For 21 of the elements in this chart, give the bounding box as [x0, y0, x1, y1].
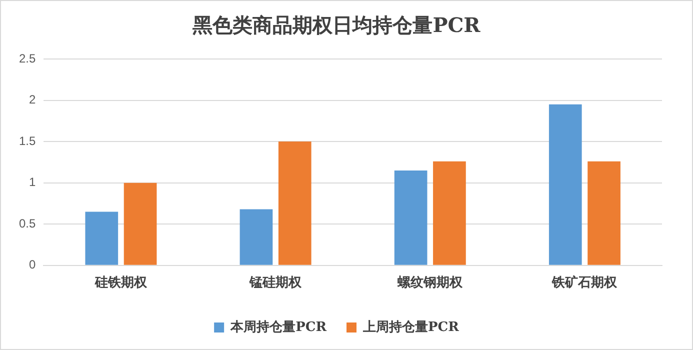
bar [85, 212, 118, 265]
y-tick-label: 1 [28, 175, 36, 190]
bar [124, 182, 157, 265]
x-tick-label: 硅铁期权 [94, 276, 148, 291]
bar [240, 209, 273, 265]
bar [278, 142, 312, 265]
bar [394, 170, 428, 265]
y-tick-label: 2 [28, 92, 36, 107]
x-tick-label: 铁矿石期权 [551, 274, 618, 291]
bar [588, 161, 620, 265]
x-tick-label: 锰硅期权 [248, 276, 303, 291]
bar [548, 104, 582, 265]
x-tick-label: 螺纹钢期权 [396, 274, 464, 291]
y-tick-label: 2.5 [18, 51, 36, 66]
y-tick-label: 0 [28, 258, 36, 272]
chart-title: 黑色类商品期权日均持仓量PCR [192, 13, 481, 38]
y-tick-label: 1.5 [18, 134, 36, 148]
legend-label: 本周持仓量PCR [230, 320, 327, 335]
legend-label: 上周持仓量PCR [362, 320, 460, 335]
y-tick-label: 0.5 [18, 216, 36, 230]
bar [433, 161, 466, 265]
